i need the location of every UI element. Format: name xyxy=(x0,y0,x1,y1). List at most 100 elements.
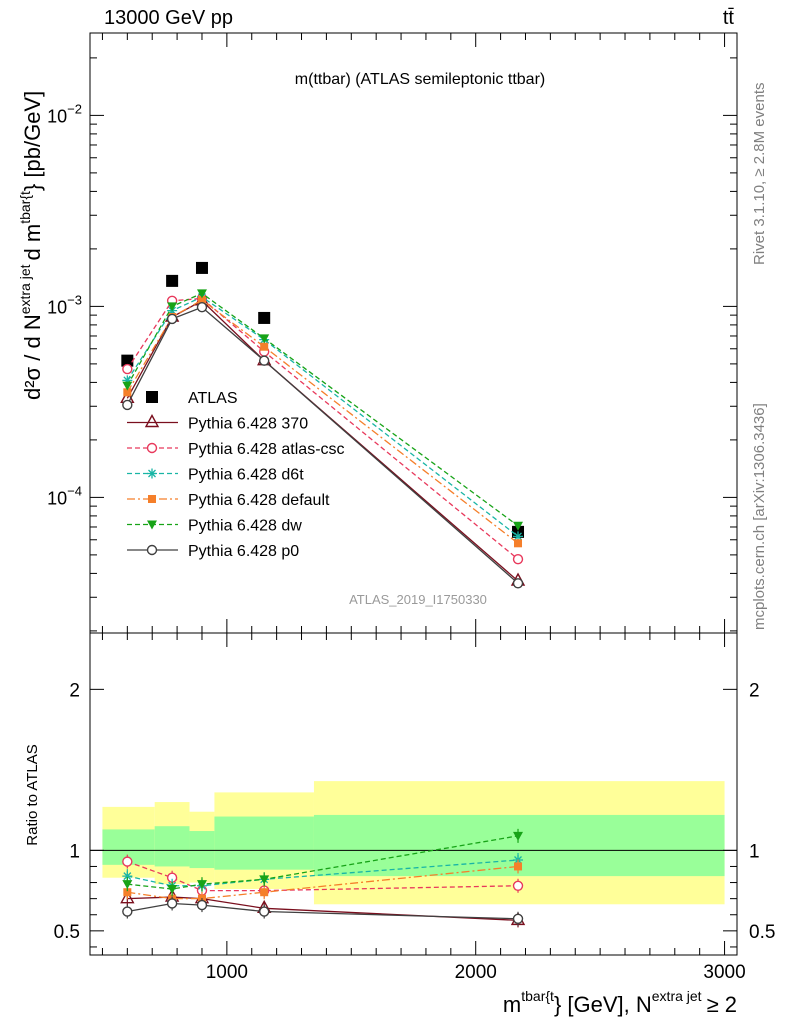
green-band-1 xyxy=(154,826,190,867)
ylabel-sup-tbar: tbar{t xyxy=(17,191,33,224)
process-label: tt̄ xyxy=(723,7,735,29)
main-point-4-3 xyxy=(260,342,269,351)
ratio-point-5-1 xyxy=(166,898,178,909)
legend-item-1: Pythia 6.428 370 xyxy=(127,414,308,433)
legend-marker-3 xyxy=(147,468,157,479)
main-point-5-3 xyxy=(259,334,270,344)
ratio-point-4-1 xyxy=(167,884,178,894)
y-tick-label: 10−4 xyxy=(47,483,82,508)
ratio-y-tick-label-left: 1 xyxy=(69,841,80,862)
main-point-5-4 xyxy=(513,521,524,531)
main-point-0-2 xyxy=(195,261,208,274)
legend-item-3: Pythia 6.428 d6t xyxy=(127,467,304,484)
main-point-6-2 xyxy=(196,302,208,313)
ratio-point-3-3 xyxy=(260,888,269,897)
main-series-5 xyxy=(122,289,524,531)
main-point-4-4 xyxy=(514,539,523,548)
ratio-series-layer xyxy=(120,828,526,928)
xlabel-m: m xyxy=(503,992,521,1017)
legend-label-0: ATLAS xyxy=(188,390,238,407)
green-band-2 xyxy=(189,831,215,869)
ratio-point-1-0 xyxy=(122,856,133,867)
energy-label: 13000 GeV pp xyxy=(104,7,233,29)
legend-label-4: Pythia 6.428 default xyxy=(188,492,330,509)
x-tick-label: 3000 xyxy=(703,962,745,983)
x-tick-label: 2000 xyxy=(455,962,497,983)
legend-label-1: Pythia 6.428 370 xyxy=(188,416,308,433)
main-series-line-2 xyxy=(126,297,519,560)
mcplots-label: mcplots.cern.ch [arXiv:1306.3436] xyxy=(751,403,768,630)
main-point-4-2 xyxy=(197,296,206,305)
main-series-2 xyxy=(122,293,524,565)
ratio-point-4-2 xyxy=(196,880,207,890)
ratio-y-tick-label-left: 0.5 xyxy=(54,922,80,943)
legend-item-5: Pythia 6.428 dw xyxy=(127,518,302,535)
legend-marker-4 xyxy=(148,495,156,503)
legend-label-3: Pythia 6.428 d6t xyxy=(188,467,304,484)
legend-item-2: Pythia 6.428 atlas-csc xyxy=(127,441,345,458)
main-panel: 10−4 10−3 10−2 m(ttbar) (ATLAS semileptoni… xyxy=(17,32,738,634)
main-axis-ticks: 10−4 10−3 10−2 xyxy=(47,33,737,633)
ratio-point-5-2 xyxy=(196,899,208,911)
ratio-point-5-0 xyxy=(122,906,133,917)
ratio-point-5-4 xyxy=(512,913,524,924)
ratio-y-tick-label-right: 1 xyxy=(749,841,760,862)
ratio-series-4 xyxy=(122,828,524,896)
green-band-3 xyxy=(214,816,314,870)
ylabel-dm: d m xyxy=(20,224,45,261)
ratio-y-tick-label-right: 0.5 xyxy=(749,922,775,943)
legend-item-6: Pythia 6.428 p0 xyxy=(127,543,299,560)
main-point-2-4 xyxy=(512,553,524,565)
ratio-y-tick-label-right: 2 xyxy=(749,680,760,701)
main-point-3-0 xyxy=(122,375,133,386)
legend-marker-6 xyxy=(146,544,158,556)
main-point-4-0 xyxy=(123,388,132,397)
legend-marker-2 xyxy=(146,442,158,454)
legend-item-0: ATLAS xyxy=(146,390,238,407)
ratio-frame xyxy=(89,632,738,956)
legend-item-4: Pythia 6.428 default xyxy=(127,492,330,509)
main-series-line-4 xyxy=(126,299,519,544)
main-point-6-1 xyxy=(166,313,178,325)
legend-label-5: Pythia 6.428 dw xyxy=(188,518,302,535)
main-series-1 xyxy=(120,292,526,586)
main-point-2-0 xyxy=(122,363,133,375)
ylabel-unit: } [pb/GeV] xyxy=(20,91,45,191)
main-series-0 xyxy=(121,261,525,538)
main-series-4 xyxy=(123,296,523,548)
legend-marker-0 xyxy=(146,391,158,403)
x-axis-title: mtbar{t} [GeV], Nextra jet ≥ 2 xyxy=(503,988,737,1017)
main-point-3-4 xyxy=(513,531,524,542)
svg-text:d²σ / d Nextra jetd mtbar{t} [: d²σ / d Nextra jet d mtbar{t} [pb/GeV] xyxy=(17,91,45,400)
ratio-y-tick-label-left: 2 xyxy=(69,680,80,701)
ratio-point-5-3 xyxy=(258,906,270,917)
main-point-0-1 xyxy=(166,274,179,287)
main-point-6-0 xyxy=(122,399,133,411)
ratio-point-4-4 xyxy=(513,831,524,841)
legend-label-6: Pythia 6.428 p0 xyxy=(188,543,299,560)
ratio-point-0-0 xyxy=(120,890,135,904)
main-point-0-3 xyxy=(258,311,271,324)
legend-marker-1 xyxy=(144,414,160,428)
plot-title: m(ttbar) (ATLAS semileptonic ttbar) xyxy=(295,71,545,88)
ratio-point-4-3 xyxy=(259,875,270,885)
ratio-axis-ticks: 0.5 0.5 1 1 2 2 1000 2000 3000 xyxy=(54,633,775,983)
main-point-5-2 xyxy=(196,289,207,299)
ratio-point-1-4 xyxy=(512,880,524,891)
ratio-point-3-4 xyxy=(514,862,523,871)
main-point-5-0 xyxy=(122,381,133,391)
main-series-layer xyxy=(120,261,526,589)
ratio-ylabel: Ratio to ATLAS xyxy=(24,744,41,845)
xlabel-unit: } [GeV], N xyxy=(554,992,652,1017)
ylabel-dsigma: d²σ / d N xyxy=(20,314,45,400)
main-ylabel: d²σ / d Nextra jet d mtbar{t} [pb/GeV] xyxy=(17,91,45,400)
ratio-panel: 0.5 0.5 1 1 2 2 1000 2000 3000 Ratio to ATLAS xyxy=(24,632,775,983)
xlabel-sup-tbar: tbar{t xyxy=(521,988,554,1004)
xlabel-ge: ≥ 2 xyxy=(707,992,737,1017)
svg-text:mtbar{t} [GeV], Nextra jet≥ 2: mtbar{t} [GeV], Nextra jet ≥ 2 xyxy=(503,988,737,1017)
x-tick-label: 1000 xyxy=(206,962,248,983)
legend-marker-5 xyxy=(147,520,157,530)
analysis-id: ATLAS_2019_I1750330 xyxy=(349,592,487,607)
y-tick-label: 10−3 xyxy=(47,292,82,317)
xlabel-sup-extrajet: extra jet xyxy=(652,988,702,1004)
